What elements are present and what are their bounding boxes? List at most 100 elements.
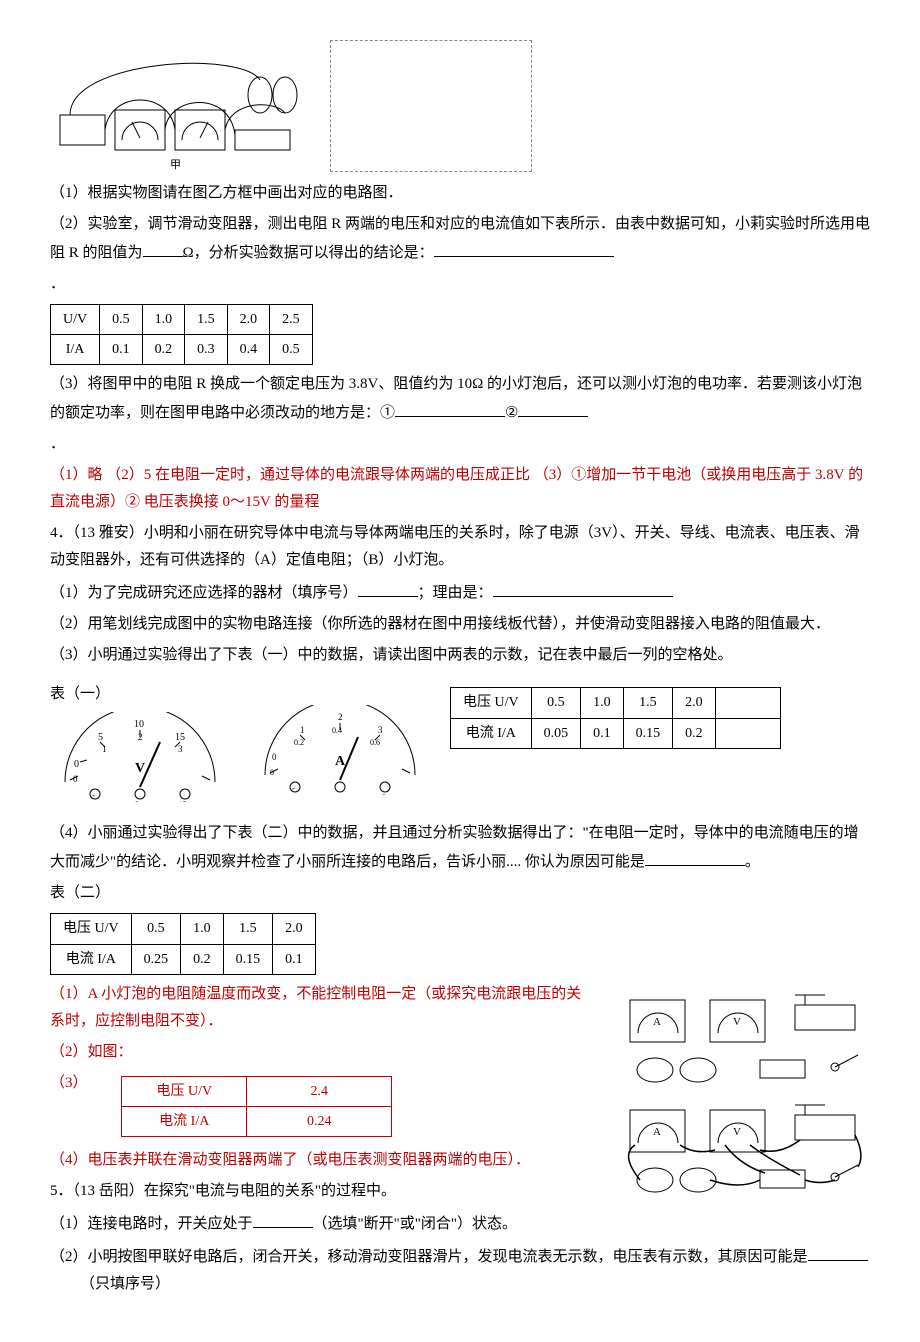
q3-answer: （1）略 （2）5 在电阻一定时，通过导体的电流跟导体两端的电压成正比 （3）①…: [50, 462, 870, 516]
q3-p2: （2）实验室，调节滑动变阻器，测出电阻 R 两端的电压和对应的电流值如下表所示．…: [50, 211, 870, 267]
q3-p2c: ．: [50, 271, 870, 298]
q4-p3: （3）小明通过实验得出了下表（一）中的数据，请读出图中两表的示数，记在表中最后一…: [50, 642, 870, 669]
td: 0.5: [100, 305, 143, 335]
blank: [645, 847, 745, 866]
svg-text:3: 3: [382, 793, 387, 795]
q5-p2: （2）小明按图甲联好电路后，闭合开关，移动滑动变阻器滑片，发现电流表无示数，电压…: [50, 1242, 870, 1298]
svg-text:A: A: [335, 754, 346, 769]
blank: [434, 238, 614, 257]
q4-p4: （4）小丽通过实验得出了下表（二）中的数据，并且通过分析实验数据得出了："在电阻…: [50, 820, 870, 876]
td: 2.0: [673, 688, 716, 718]
blank: [253, 1209, 313, 1228]
q4-t2label: 表（二）: [50, 880, 870, 907]
answer-box-yi: [330, 40, 532, 172]
svg-text:10: 10: [134, 719, 144, 730]
svg-text:0.6: 0.6: [370, 738, 380, 747]
q5-p1: （1）连接电路时，开关应处于 （选填"断开"或"闭合"）状态。: [50, 1209, 870, 1238]
voltmeter-dial: 05 1015 01 23 V - 3 15: [50, 712, 230, 802]
q4-meters-row: 表（一） 05 1015 01 23 V - 3 15: [50, 677, 870, 812]
td: 0.24: [247, 1106, 392, 1136]
svg-text:0.6: 0.6: [332, 794, 342, 795]
q5-p1a: （1）连接电路时，开关应处于: [50, 1216, 253, 1232]
td: 1.0: [181, 914, 224, 944]
svg-text:1: 1: [102, 744, 107, 754]
td: [715, 688, 780, 718]
td: 0.2: [142, 335, 185, 365]
th: U/V: [51, 305, 100, 335]
blank: [143, 238, 183, 257]
th: 电流 I/A: [451, 718, 532, 748]
td: 2.4: [247, 1076, 392, 1106]
td: 0.1: [100, 335, 143, 365]
ammeter-dial: 0 1 2 3 0 0.2 0.4 0.6 A - 0.6 3: [250, 705, 430, 795]
q3-figure-row: 甲: [50, 40, 870, 172]
svg-text:3: 3: [178, 744, 183, 754]
svg-text:0.2: 0.2: [294, 738, 304, 747]
th: 电压 U/V: [51, 914, 132, 944]
blank: [493, 578, 673, 597]
svg-text:3: 3: [378, 725, 383, 735]
svg-text:5: 5: [98, 732, 103, 743]
svg-text:甲: 甲: [170, 159, 181, 170]
td: 1.5: [223, 914, 273, 944]
q4-p1b: ；理由是：: [418, 585, 493, 601]
svg-text:A: A: [653, 1016, 661, 1028]
svg-text:0: 0: [74, 759, 79, 770]
q5-p2a: （2）小明按图甲联好电路后，闭合开关，移动滑动变阻器滑片，发现电流表无示数，电压…: [50, 1249, 808, 1265]
svg-text:V: V: [733, 1126, 741, 1138]
th: 电压 U/V: [122, 1076, 247, 1106]
th: I/A: [51, 335, 100, 365]
q4-p1: （1）为了完成研究还应选择的器材（填序号）；理由是：: [50, 578, 870, 607]
q3-p3: （3）将图甲中的电阻 R 换成一个额定电压为 3.8V、阻值约为 10Ω 的小灯…: [50, 371, 870, 427]
td: 0.15: [223, 944, 273, 974]
q3-p1: （1）根据实物图请在图乙方框中画出对应的电路图．: [50, 180, 870, 207]
svg-text:15: 15: [175, 732, 185, 743]
circuit-answer-figure: A V A V: [610, 985, 870, 1205]
svg-text:0: 0: [73, 774, 78, 784]
svg-text:1: 1: [300, 725, 305, 735]
svg-text:2: 2: [338, 712, 343, 722]
blank: [808, 1242, 868, 1261]
q5-p2b: （只填序号）: [80, 1276, 170, 1292]
q4-ans3-label: （3）: [50, 1075, 88, 1091]
td: 0.3: [185, 335, 228, 365]
svg-text:-: -: [92, 790, 95, 800]
td: 0.05: [531, 718, 581, 748]
q3-p3b: ②: [505, 405, 518, 421]
td: 2.5: [270, 305, 313, 335]
svg-text:V: V: [135, 761, 145, 776]
svg-text:0.4: 0.4: [332, 726, 342, 735]
q3-p2b: Ω，分析实验数据可以得出的结论是：: [183, 245, 434, 261]
q3-table: U/V 0.5 1.0 1.5 2.0 2.5 I/A 0.1 0.2 0.3 …: [50, 304, 313, 365]
td: 0.5: [270, 335, 313, 365]
q4-table1: 电压 U/V 0.5 1.0 1.5 2.0 电流 I/A 0.05 0.1 0…: [450, 687, 781, 748]
svg-text:2: 2: [138, 732, 143, 742]
blank: [518, 398, 588, 417]
svg-text:V: V: [733, 1016, 741, 1028]
td: 0.1: [581, 718, 624, 748]
td: 0.2: [673, 718, 716, 748]
td: 0.25: [131, 944, 181, 974]
blank: [395, 398, 505, 417]
q4-p2: （2）用笔划线完成图中的实物电路连接（你所选的器材在图中用接线板代替），并使滑动…: [50, 611, 870, 638]
td: 0.5: [131, 914, 181, 944]
blank: [358, 578, 418, 597]
th: 电压 U/V: [451, 688, 532, 718]
td: 0.1: [273, 944, 316, 974]
q4-head: 4．（13 雅安）小明和小丽在研究导体中电流与导体两端电压的关系时，除了电源（3…: [50, 520, 870, 574]
q4-p4b: 。: [745, 854, 760, 870]
q5-p1b: （选填"断开"或"闭合"）状态。: [313, 1216, 518, 1232]
svg-text:-: -: [292, 783, 295, 793]
th: 电流 I/A: [122, 1106, 247, 1136]
th: 电流 I/A: [51, 944, 132, 974]
td: 0.15: [623, 718, 673, 748]
q3-p3c: ．: [50, 431, 870, 458]
svg-text:15: 15: [178, 800, 188, 802]
svg-text:A: A: [653, 1126, 661, 1138]
td: [715, 718, 780, 748]
q4-tlabel: 表（一）: [50, 681, 230, 708]
svg-text:0: 0: [272, 752, 277, 762]
circuit-photo-jia: 甲: [50, 40, 310, 170]
td: 0.4: [227, 335, 270, 365]
svg-text:0: 0: [270, 768, 274, 777]
